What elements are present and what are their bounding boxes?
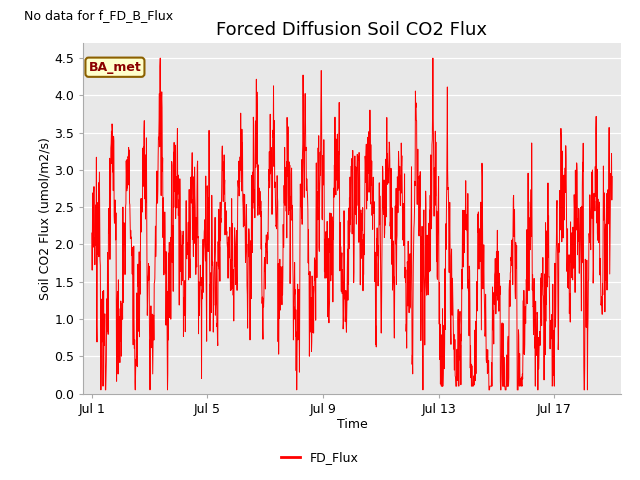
X-axis label: Time: Time <box>337 419 367 432</box>
FD_Flux <box>88 230 96 236</box>
FD_Flux <box>119 204 127 210</box>
FD_Flux <box>365 175 373 180</box>
FD_Flux <box>156 55 164 61</box>
Title: Forced Diffusion Soil CO2 Flux: Forced Diffusion Soil CO2 Flux <box>216 21 488 39</box>
FD_Flux <box>312 317 319 323</box>
FD_Flux <box>423 244 431 250</box>
Legend: FD_Flux: FD_Flux <box>276 446 364 469</box>
Text: No data for f_FD_B_Flux: No data for f_FD_B_Flux <box>24 9 173 22</box>
Text: BA_met: BA_met <box>88 61 141 74</box>
FD_Flux <box>537 319 545 325</box>
FD_Flux <box>320 174 328 180</box>
Line: FD_Flux: FD_Flux <box>92 58 612 390</box>
Y-axis label: Soil CO2 Flux (umol/m2/s): Soil CO2 Flux (umol/m2/s) <box>38 137 51 300</box>
FD_Flux <box>97 387 105 393</box>
FD_Flux <box>608 174 616 180</box>
